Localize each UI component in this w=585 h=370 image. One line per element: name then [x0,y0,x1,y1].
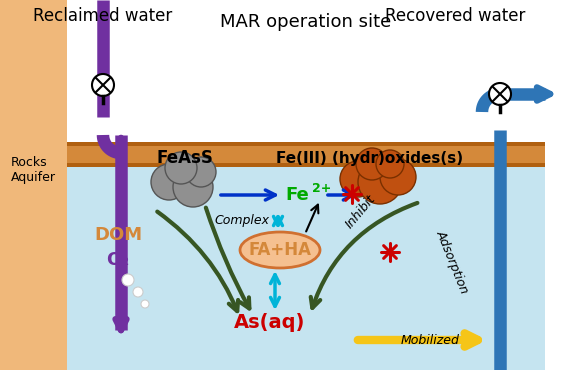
Bar [0,0,67,370]
Ellipse shape [240,232,320,268]
Text: 2+: 2+ [312,182,331,195]
Bar [67,165,545,370]
Text: Complex: Complex [215,213,270,226]
Circle shape [133,287,143,297]
Circle shape [358,160,402,204]
Text: Fe: Fe [285,186,309,204]
Text: As(aq): As(aq) [235,313,306,332]
Text: Inhibit: Inhibit [343,193,378,231]
Bar [67,142,545,165]
Circle shape [376,150,404,178]
Circle shape [356,148,388,180]
Circle shape [165,152,197,184]
Text: Rocks
Aquifer: Rocks Aquifer [11,156,56,184]
Circle shape [186,157,216,187]
Circle shape [489,83,511,105]
Text: Fe(III) (hydr)oxides(s): Fe(III) (hydr)oxides(s) [277,151,463,165]
Bar [67,163,545,167]
Circle shape [151,164,187,200]
Text: FeAsS: FeAsS [157,149,214,167]
Circle shape [141,300,149,308]
Circle shape [340,161,376,197]
Text: FA+HA: FA+HA [249,241,311,259]
Circle shape [92,74,114,96]
Text: Adsorption: Adsorption [433,228,471,296]
Text: Mobilized: Mobilized [401,333,459,346]
Text: MAR operation site: MAR operation site [221,13,391,31]
Circle shape [173,167,213,207]
Circle shape [122,274,134,286]
Text: O₂: O₂ [106,251,129,269]
Bar [67,142,545,146]
Text: DOM: DOM [94,226,142,244]
Circle shape [380,159,416,195]
Text: Reclaimed water: Reclaimed water [33,7,173,25]
Text: Recovered water: Recovered water [385,7,525,25]
